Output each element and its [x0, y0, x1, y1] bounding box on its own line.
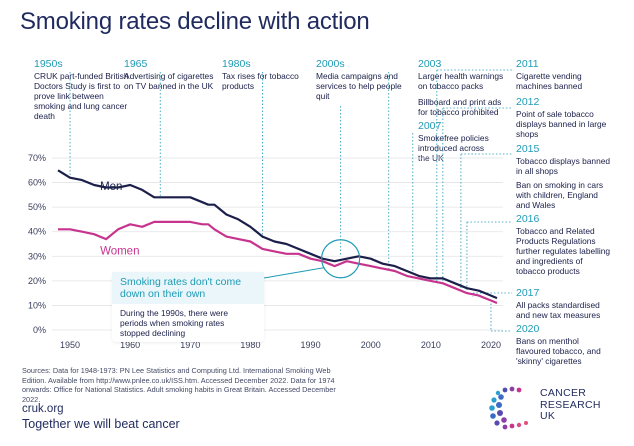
- y-tick-label: 20%: [28, 276, 46, 286]
- annotation-text: Media campaigns and services to help peo…: [316, 71, 402, 101]
- annotation-year: 2020: [516, 323, 540, 335]
- callout-heading: Smoking rates don't come down on their o…: [112, 272, 264, 304]
- annotation-text: Ban on smoking in cars with children, En…: [516, 180, 604, 210]
- annotation-text: Tobacco and Related Products Regulations…: [516, 226, 611, 276]
- logo-line: RESEARCH: [540, 398, 601, 411]
- annotation-text: Billboard and print ads for tobacco proh…: [418, 97, 502, 117]
- annotation-text: Cigarette vending machines banned: [516, 71, 583, 91]
- annotation-year: 2011: [516, 58, 539, 70]
- annotation-text: All packs standardised and new tax measu…: [516, 300, 601, 320]
- annotation-year: 1980s: [222, 58, 251, 70]
- annotation-year: 2007: [418, 120, 442, 132]
- annotation-2020: 2020 Bans on menthol flavoured tobacco, …: [516, 323, 612, 366]
- annotation-2007: 2007 Smokefree policies introduced acros…: [418, 120, 498, 163]
- annotation-text: Advertising of cigarettes on TV banned i…: [124, 71, 214, 91]
- annotation-2000s: 2000s Media campaigns and services to he…: [316, 58, 408, 101]
- y-tick-label: 10%: [28, 300, 46, 310]
- y-tick-label: 0%: [33, 325, 46, 335]
- annotation-year: 2003: [418, 58, 442, 70]
- annotation-2016: 2016 Tobacco and Related Products Regula…: [516, 213, 612, 276]
- annotation-2011: 2011 Cigarette vending machines banned: [516, 58, 612, 91]
- annotation-year: 2016: [516, 213, 540, 225]
- callout-body: During the 1990s, there were periods whe…: [120, 308, 229, 338]
- y-tick-label: 30%: [28, 251, 46, 261]
- annotation-2015: 2015 Tobacco displays banned in all shop…: [516, 143, 612, 176]
- annotation-year: 2015: [516, 143, 540, 155]
- annotation-year: 1965: [124, 58, 148, 70]
- annotation-1965: 1965 Advertising of cigarettes on TV ban…: [124, 58, 220, 91]
- logo-text: CANCER RESEARCH UK: [540, 387, 601, 423]
- annotation-text: Tax rises for tobacco products: [222, 71, 299, 91]
- annotation-1950s: 1950s CRUK part-funded British Doctors S…: [34, 58, 134, 121]
- annotation-text: Point of sale tobacco displays banned in…: [516, 109, 607, 139]
- annotation-text: Smokefree policies introduced across the…: [418, 133, 489, 163]
- annotation-year: 1950s: [34, 58, 63, 70]
- annotation-year: 2017: [516, 287, 540, 299]
- annotation-2003-ads: Billboard and print ads for tobacco proh…: [418, 97, 510, 117]
- highlight-circle: [321, 239, 361, 279]
- x-tick-label: 2020: [481, 340, 501, 350]
- series-label-men: Men: [100, 181, 122, 193]
- annotation-year: 2012: [516, 96, 540, 108]
- x-tick-label: 1990: [301, 340, 321, 350]
- page-title: Smoking rates decline with action: [20, 8, 370, 35]
- callout-box: Smoking rates don't come down on their o…: [112, 272, 264, 342]
- annotation-2015-cars: Ban on smoking in cars with children, En…: [516, 180, 612, 210]
- logo-line: CANCER: [540, 387, 587, 399]
- y-tick-label: 60%: [28, 178, 46, 188]
- footer-tagline: Together we will beat cancer: [22, 417, 180, 431]
- annotation-2017: 2017 All packs standardised and new tax …: [516, 287, 612, 320]
- series-label-women: Women: [100, 246, 139, 258]
- x-tick-label: 2000: [361, 340, 381, 350]
- annotation-text: Larger health warnings on tobacco packs: [418, 71, 504, 91]
- annotation-2012: 2012 Point of sale tobacco displays bann…: [516, 96, 612, 139]
- logo-line: UK: [540, 410, 556, 422]
- series-labels: Men Women: [100, 181, 361, 279]
- annotation-text: Bans on menthol flavoured tobacco, and '…: [516, 336, 601, 366]
- x-tick-label: 2010: [421, 340, 441, 350]
- footer-url[interactable]: cruk.org: [22, 403, 64, 415]
- callout-connector: [263, 267, 324, 279]
- y-tick-label: 40%: [28, 227, 46, 237]
- annotation-year: 2000s: [316, 58, 345, 70]
- sources-note: Sources: Data for 1948-1973: PN Lee Stat…: [22, 366, 336, 404]
- annotation-text: CRUK part-funded British Doctors Study i…: [34, 71, 129, 121]
- annotation-1980s: 1980s Tax rises for tobacco products: [222, 58, 302, 91]
- annotation-2003: 2003 Larger health warnings on tobacco p…: [418, 58, 510, 91]
- y-tick-label: 70%: [28, 153, 46, 163]
- x-tick-label: 1950: [60, 340, 80, 350]
- cruk-logo-icon: [489, 386, 528, 430]
- y-axis-ticks: 0% 10% 20% 30% 40% 50% 60% 70%: [28, 153, 46, 335]
- annotation-text: Tobacco displays banned in all shops: [516, 156, 611, 176]
- y-tick-label: 50%: [28, 202, 46, 212]
